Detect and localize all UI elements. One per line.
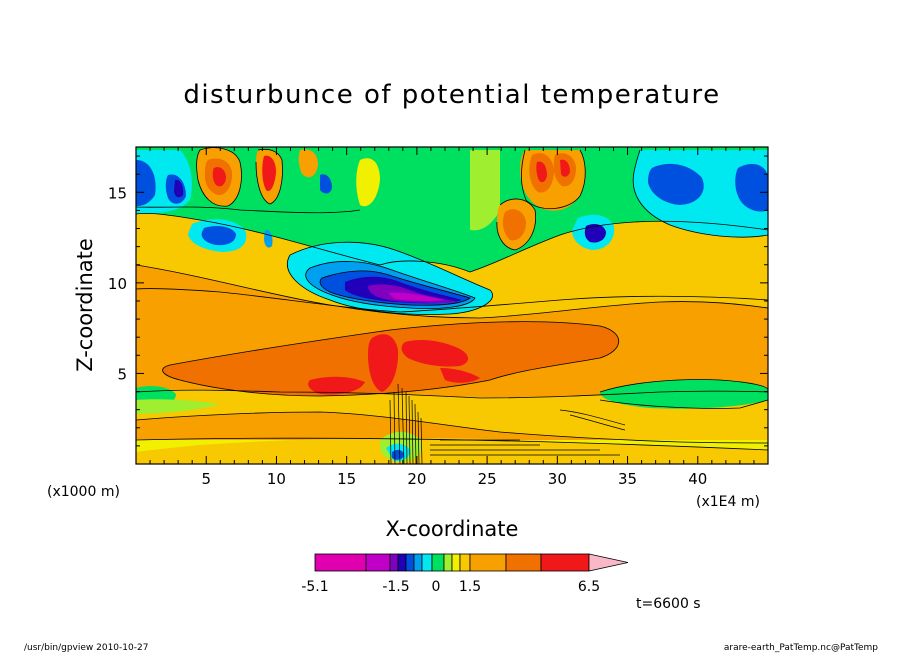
field-band	[470, 150, 500, 231]
field-band	[560, 159, 570, 177]
field-band	[136, 437, 768, 464]
field-band	[320, 174, 332, 194]
field-band	[262, 155, 276, 192]
y-tick-label: 10	[108, 275, 127, 293]
field-band	[502, 209, 526, 241]
field-band	[536, 161, 547, 183]
field-band	[174, 179, 184, 198]
colorbar-segment	[451, 553, 461, 572]
field-band	[201, 226, 236, 246]
colorbar-segment	[365, 553, 391, 572]
field-band	[356, 158, 380, 207]
colorbar	[314, 553, 629, 572]
x-tick-label: 35	[618, 470, 637, 488]
colorbar-label: 6.5	[578, 579, 600, 595]
colorbar-segment	[469, 553, 507, 572]
colorbar-segment	[505, 553, 542, 572]
x-tick-label: 10	[267, 470, 286, 488]
x-tick-label: 40	[688, 470, 707, 488]
x-tick-label: 20	[407, 470, 426, 488]
colorbar-segment	[459, 553, 471, 572]
y-axis-label: Z-coordinate	[73, 238, 97, 372]
footer-right: arare-earth_PatTemp.nc@PatTemp	[724, 643, 878, 653]
field-band	[308, 376, 365, 395]
x-tick-label: 5	[201, 470, 211, 488]
turbulence-lines	[389, 383, 626, 464]
x-axis-label: X-coordinate	[386, 517, 519, 541]
heatmap-field	[136, 147, 768, 464]
colorbar-segment	[413, 553, 423, 572]
colorbar-label: -5.1	[301, 579, 328, 595]
x-unit-right: (x1E4 m)	[696, 494, 760, 510]
colorbar-label: 1.5	[459, 579, 481, 595]
field-band	[368, 334, 399, 392]
x-axis-ticks: 5 10 15 20 25 30 35 40	[149, 147, 755, 488]
field-band	[440, 368, 480, 383]
y-tick-label: 5	[117, 365, 127, 383]
y-tick-label: 15	[108, 184, 127, 202]
field-band	[401, 340, 469, 367]
colorbar-segment	[314, 553, 367, 572]
field-band	[212, 167, 226, 187]
field-band	[136, 160, 156, 206]
field-band	[136, 399, 220, 414]
colorbar-segment	[431, 553, 445, 572]
field-band	[648, 163, 704, 205]
field-band	[735, 164, 768, 212]
y-axis-ticks: 5 10 15	[108, 155, 768, 447]
x-tick-label: 25	[478, 470, 497, 488]
chart-title: disturbunce of potential temperature	[183, 80, 720, 110]
plot-frame	[135, 146, 769, 465]
colorbar-segment	[405, 553, 415, 572]
colorbar-labels: -5.1 -1.5 0 1.5 6.5	[301, 579, 600, 595]
field-band	[136, 147, 768, 272]
x-tick-label: 30	[548, 470, 567, 488]
colorbar-segment	[397, 553, 407, 572]
colorbar-arrow	[588, 553, 629, 572]
contour-lines	[136, 147, 768, 451]
time-label: t=6600 s	[636, 596, 701, 612]
field-band	[298, 149, 318, 178]
colorbar-segment	[443, 553, 453, 572]
field-band	[600, 379, 768, 409]
footer-left: /usr/bin/gpview 2010-10-27	[24, 643, 148, 653]
field-band	[584, 224, 606, 243]
field-band	[388, 292, 445, 302]
x-tick-label: 15	[337, 470, 356, 488]
colorbar-segment	[389, 553, 399, 572]
colorbar-label: -1.5	[382, 579, 409, 595]
colorbar-label: 0	[432, 579, 441, 595]
field-band	[136, 214, 768, 312]
colorbar-segment	[540, 553, 590, 572]
colorbar-segment	[421, 553, 433, 572]
x-unit-left: (x1000 m)	[47, 484, 120, 500]
